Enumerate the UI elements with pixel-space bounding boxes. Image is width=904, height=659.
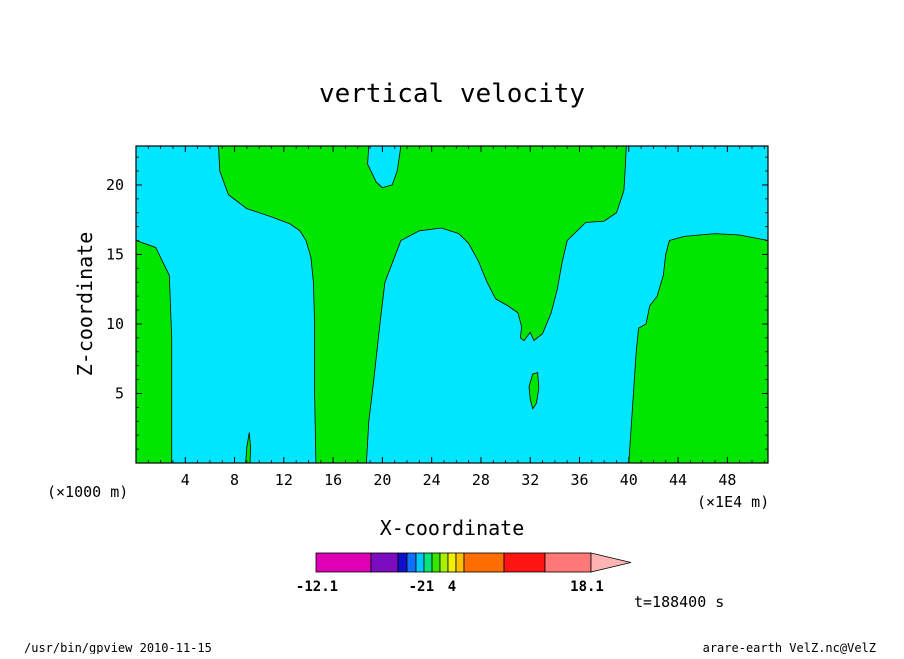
time-label: t=188400 s bbox=[634, 593, 724, 611]
colorbar-segment bbox=[455, 552, 465, 573]
colorbar-segment bbox=[415, 552, 425, 573]
y-tick-label: 20 bbox=[106, 176, 124, 194]
x-axis-label: X-coordinate bbox=[380, 516, 525, 540]
footer-left: /usr/bin/gpview 2010-11-15 bbox=[24, 641, 212, 654]
x-tick-label: 8 bbox=[230, 471, 239, 489]
x-tick-label: 28 bbox=[472, 471, 490, 489]
x-unit-right: (×1E4 m) bbox=[697, 493, 769, 511]
x-unit-left: (×1000 m) bbox=[47, 483, 128, 501]
y-tick-label: 15 bbox=[106, 245, 124, 263]
colorbar-max-label: 18.1 bbox=[570, 579, 604, 595]
y-axis-label: Z-coordinate bbox=[73, 232, 97, 377]
colorbar bbox=[315, 552, 632, 573]
colorbar-segment bbox=[503, 552, 546, 573]
contour-region-3 bbox=[628, 233, 769, 464]
colorbar-tick-label: -2 bbox=[409, 579, 426, 595]
x-tick-label: 12 bbox=[275, 471, 293, 489]
y-tick-label: 5 bbox=[115, 384, 124, 402]
x-tick-label: 48 bbox=[718, 471, 736, 489]
x-tick-label: 44 bbox=[669, 471, 687, 489]
x-tick-label: 36 bbox=[570, 471, 588, 489]
colorbar-segment bbox=[463, 552, 505, 573]
colorbar-segment bbox=[397, 552, 408, 573]
y-tick-label: 10 bbox=[106, 315, 124, 333]
contour-region-4 bbox=[528, 372, 540, 410]
colorbar-tick-label: 4 bbox=[448, 579, 456, 595]
colorbar-segment bbox=[447, 552, 457, 573]
colorbar-arrow bbox=[590, 552, 632, 573]
contour-region-1 bbox=[135, 239, 173, 464]
colorbar-segment bbox=[431, 552, 441, 573]
colorbar-segment bbox=[544, 552, 592, 573]
x-tick-label: 40 bbox=[620, 471, 638, 489]
colorbar-segment bbox=[370, 552, 399, 573]
x-tick-label: 20 bbox=[373, 471, 391, 489]
x-tick-label: 32 bbox=[521, 471, 539, 489]
x-tick-label: 24 bbox=[423, 471, 441, 489]
colorbar-tick-label: 1 bbox=[426, 579, 434, 595]
y-axis-ticks: 5 10 15 20 bbox=[106, 156, 768, 450]
colorbar-segment bbox=[315, 552, 372, 573]
x-axis-ticks: 4 8 12 16 20 24 28 32 36 40 44 48 bbox=[147, 146, 765, 489]
colorbar-segment bbox=[406, 552, 417, 573]
contour-regions bbox=[135, 145, 769, 464]
colorbar-min-label: -12.1 bbox=[296, 579, 338, 595]
colorbar-segment bbox=[423, 552, 433, 573]
chart-title: vertical velocity bbox=[319, 79, 585, 109]
colorbar-segment bbox=[439, 552, 449, 573]
colorbar-tick-labels: -2 1 4 bbox=[409, 579, 457, 595]
contour-region-2 bbox=[218, 145, 627, 464]
x-tick-label: 16 bbox=[324, 471, 342, 489]
plot-frame bbox=[135, 145, 769, 464]
footer-right: arare-earth_VelZ.nc@VelZ bbox=[703, 641, 876, 654]
x-tick-label: 4 bbox=[181, 471, 190, 489]
